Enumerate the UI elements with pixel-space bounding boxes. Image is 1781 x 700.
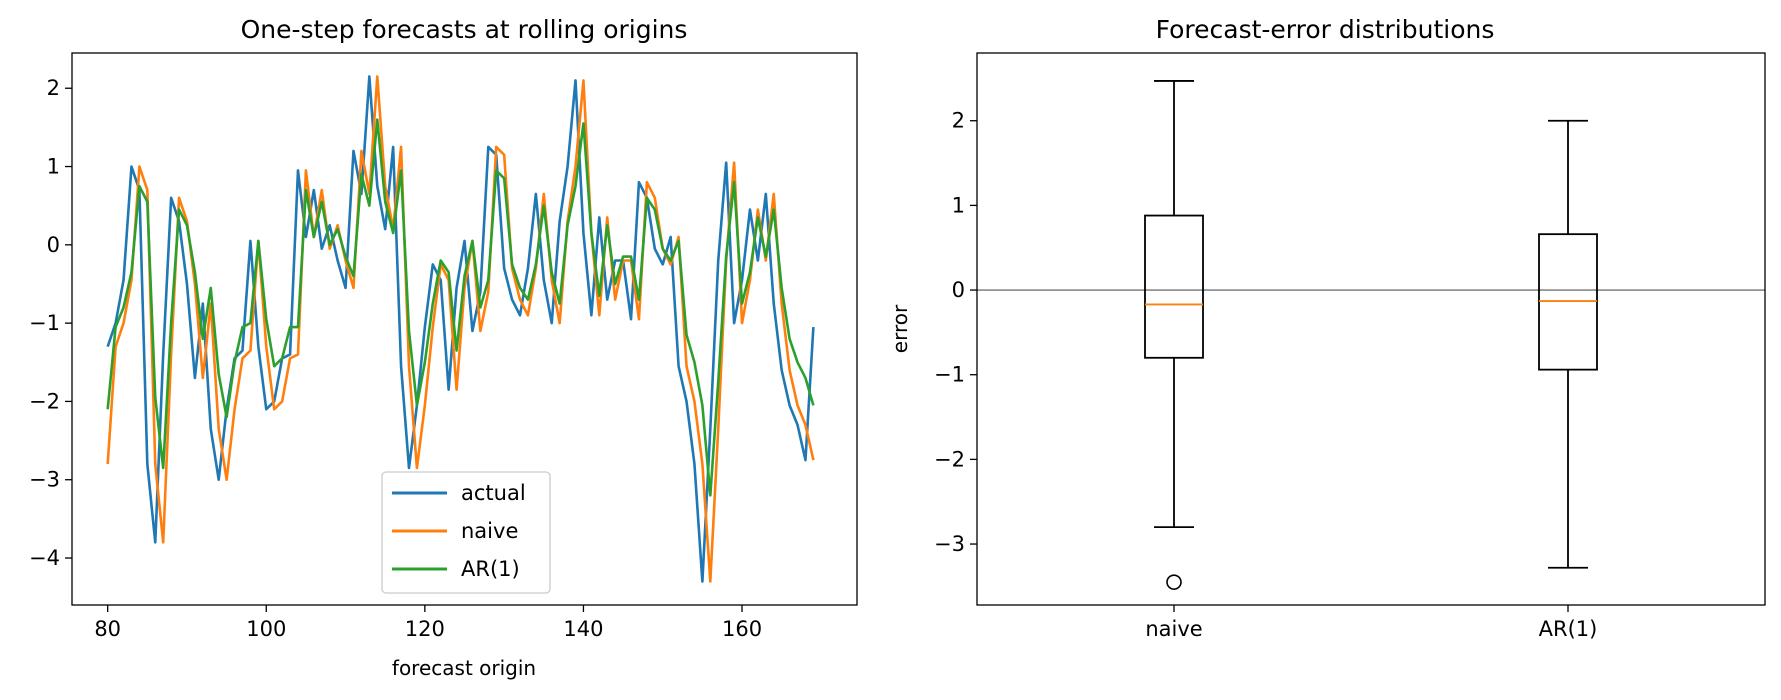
line-y-tick-label: 0 (47, 233, 60, 257)
box-x-tick-label-ar-1: AR(1) (1539, 617, 1598, 641)
outlier-point-naive (1166, 574, 1182, 590)
line-y-tick-label: 2 (47, 76, 60, 100)
box-iqr-naive (1144, 214, 1204, 359)
line-x-tick-label: 100 (246, 617, 286, 641)
box-y-tick-label: 1 (952, 193, 965, 217)
box-y-tick-label: 0 (952, 278, 965, 302)
line-y-tick-label: −3 (29, 468, 60, 492)
line-y-tick-label: −1 (29, 311, 60, 335)
legend-label-actual: actual (461, 481, 526, 505)
box-y-tick-label: −1 (934, 363, 965, 387)
box-ar-1 (1538, 119, 1598, 569)
series-line-ar-1 (106, 118, 815, 497)
line-y-tick-label: −4 (29, 546, 60, 570)
line-y-tick-label: −2 (29, 389, 60, 413)
legend-label-ar1: AR(1) (461, 557, 520, 581)
line-chart-x-axis-label: forecast origin (392, 656, 536, 680)
line-x-tick-label: 160 (722, 617, 762, 641)
line-chart-y-axis: −4 −3 −2 −1 0 1 2 (29, 76, 72, 570)
box-chart-title: Forecast-error distributions (1156, 15, 1495, 44)
box-chart-y-axis-label: error (888, 304, 912, 353)
box-chart-y-axis: −3 −2 −1 0 1 2 (934, 109, 977, 556)
series-line-naive (106, 75, 815, 583)
box-y-tick-label: −2 (934, 447, 965, 471)
line-chart-panel: One-step forecasts at rolling origins 80… (29, 15, 858, 680)
line-chart-legend: actual naive AR(1) (381, 471, 551, 594)
line-y-tick-label: 1 (47, 155, 60, 179)
line-chart-plot-frame (71, 52, 858, 606)
series-line-actual (106, 75, 815, 583)
line-chart-series-group (106, 75, 815, 583)
line-chart-x-axis: 80 100 120 140 160 (94, 605, 762, 641)
legend-label-naive: naive (461, 519, 518, 543)
legend-frame (381, 471, 551, 594)
line-x-tick-label: 80 (94, 617, 121, 641)
box-naive (1144, 80, 1204, 590)
line-x-tick-label: 120 (405, 617, 445, 641)
box-x-tick-label-naive: naive (1145, 617, 1202, 641)
line-chart-title: One-step forecasts at rolling origins (241, 15, 688, 44)
line-x-tick-label: 140 (563, 617, 603, 641)
box-chart-plot-frame (976, 52, 1766, 606)
box-y-tick-label: −3 (934, 532, 965, 556)
box-chart-panel: Forecast-error distributions −3 −2 −1 0 1 2 n… (888, 15, 1766, 641)
box-y-tick-label: 2 (952, 109, 965, 133)
box-chart-content: naive AR(1) (977, 80, 1765, 641)
